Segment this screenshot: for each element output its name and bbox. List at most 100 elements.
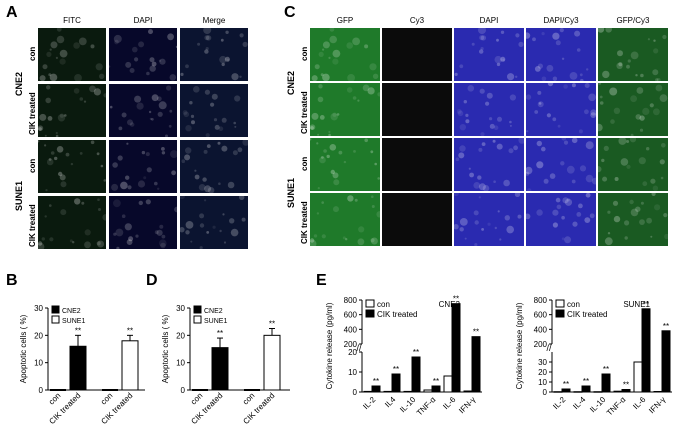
panel-c-image-tile [526,193,596,246]
panel-c-col-header: GFP/Cy3 [616,16,650,25]
panel-a-image-tile [38,28,106,81]
panel-c-image-tile [454,83,524,136]
significance-label: ** [663,322,669,331]
bar-cik [601,373,611,393]
x-tick-label: con [189,391,204,406]
y-tick-label: 30 [538,358,547,367]
significance-label: ** [413,348,419,357]
bar-cik [641,308,651,393]
legend-label: CNE2 [62,308,81,315]
bar [121,340,139,391]
panel-a-group-label: SUNE1 [14,180,24,211]
y-tick-label: 0 [181,386,186,395]
bar-cik [411,356,421,393]
y-tick-label: 10 [348,368,357,377]
panel-a-row-label: con [28,46,37,62]
y-tick-label: 800 [534,296,548,305]
panel-c-image-tile [598,138,668,191]
panel-c-col-header: DAPI [479,16,499,25]
panel-label-b: B [6,272,18,289]
panel-c-image-tile [454,193,524,246]
panel-a-image-tile [38,196,106,249]
y-tick-label: 0 [543,388,548,397]
panel-c-image-tile [310,28,380,81]
bar-con [633,361,643,393]
panel-c-row-label: con [300,46,309,62]
cell-line-label: CNE2 [439,300,461,309]
y-tick-label: 30 [34,304,43,313]
legend-label: CIK treated [567,310,607,319]
bar-con [653,391,663,393]
bar [69,345,87,391]
y-tick-label: 0 [353,388,358,397]
significance-label: ** [563,380,569,389]
x-tick-label: TNF-α [415,395,438,418]
bar-cik [451,303,461,393]
bar-con [403,390,413,393]
y-tick-label: 20 [348,348,357,357]
legend-swatch [193,305,202,314]
bar [211,347,229,391]
panel-c-image-tile [382,83,452,136]
panel-label-c: C [284,4,296,21]
panel-a-col-header: FITC [63,16,81,25]
significance-label: ** [127,326,133,335]
axis-break-mark: // [356,343,362,353]
significance-label: ** [373,377,379,386]
panel-c-image-tile [310,193,380,246]
panel-label-a: A [6,4,18,21]
bar-cik [561,388,571,393]
y-tick-label: 600 [344,311,358,320]
legend-label: CIK treated [377,310,417,319]
legend-swatch [365,299,375,308]
y-tick-label: 10 [538,378,547,387]
panel-c-group-label: SUNE1 [286,177,296,208]
panel-label-e: E [316,272,327,289]
panel-a-row-label: con [28,158,37,174]
significance-label: ** [433,377,439,386]
x-tick-label: IL-4 [571,395,588,412]
bar-con [383,390,393,393]
panel-c-image-tile [310,138,380,191]
panel-c-image-tile [382,193,452,246]
panel-a-col-header: DAPI [133,16,153,25]
cell-line-label: SUNE1 [623,300,650,309]
panel-c-col-header: GFP [336,16,354,25]
panel-c-group-label: CNE2 [286,70,296,95]
panel-a-image-tile [180,196,248,249]
legend-swatch [365,309,375,318]
x-tick-label: IL-2 [361,395,378,412]
y-tick-label: 20 [538,368,547,377]
bar-cik [371,385,381,393]
panel-a-col-header: Merge [202,16,226,25]
panel-a-image-tile [180,84,248,137]
bar-con [363,390,373,393]
panel-c-image-tile [454,138,524,191]
legend-swatch [555,299,565,308]
significance-label: ** [473,328,479,337]
x-tick-label: IFN-γ [647,395,667,415]
bar-cik [391,373,401,393]
bar-cik [431,385,441,393]
y-tick-label: 10 [34,359,43,368]
panel-c-row-label: con [300,156,309,172]
legend-swatch [51,315,60,324]
legend-label: con [377,300,390,309]
y-tick-label: 600 [534,311,548,320]
legend-label: CNE2 [204,308,223,315]
x-tick-label: IL4 [383,395,398,410]
x-tick-label: IFN-γ [457,395,477,415]
bar-con [593,391,603,393]
panel-c-image-tile [526,138,596,191]
bar-con [463,390,473,393]
panel-a-image-tile [38,140,106,193]
bar-cik [581,385,591,393]
panel-a-image-tile [180,28,248,81]
panel-c-image-tile [382,138,452,191]
y-tick-label: 30 [176,304,185,313]
x-tick-label: con [99,391,114,406]
y-tick-label: 20 [34,331,43,340]
bar-con [553,391,563,393]
